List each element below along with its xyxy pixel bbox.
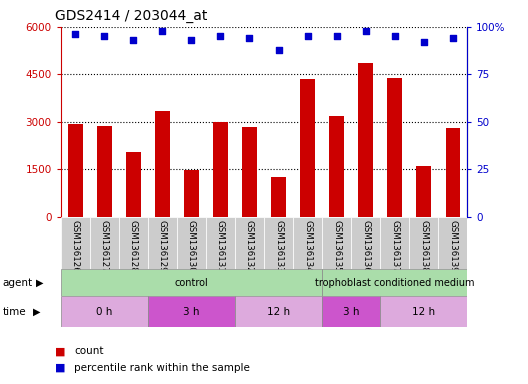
Point	[275, 46, 283, 53]
Bar	[438, 217, 467, 269]
Bar	[322, 296, 380, 327]
Bar	[351, 217, 380, 269]
Bar	[90, 217, 119, 269]
Bar	[300, 79, 315, 217]
Point	[303, 33, 312, 40]
Bar	[388, 78, 402, 217]
Text: GDS2414 / 203044_at: GDS2414 / 203044_at	[55, 9, 208, 23]
Text: trophoblast conditioned medium: trophoblast conditioned medium	[315, 278, 475, 288]
Text: GSM136130: GSM136130	[187, 220, 196, 272]
Bar	[242, 127, 257, 217]
Bar	[380, 217, 409, 269]
Bar	[206, 217, 235, 269]
Text: ▶: ▶	[33, 307, 40, 317]
Text: agent: agent	[3, 278, 33, 288]
Point	[100, 33, 109, 40]
Point	[391, 33, 399, 40]
Point	[129, 37, 138, 43]
Text: ▶: ▶	[36, 278, 43, 288]
Text: GSM136136: GSM136136	[361, 220, 370, 272]
Bar	[409, 217, 438, 269]
Point	[420, 39, 428, 45]
Bar	[148, 217, 177, 269]
Bar	[61, 217, 90, 269]
Point	[187, 37, 196, 43]
Bar	[293, 217, 322, 269]
Text: 12 h: 12 h	[267, 307, 290, 317]
Text: GSM136135: GSM136135	[332, 220, 341, 272]
Text: GSM136137: GSM136137	[390, 220, 399, 272]
Bar	[126, 152, 140, 217]
Bar	[380, 296, 467, 327]
Bar	[235, 296, 322, 327]
Bar	[184, 170, 199, 217]
Text: ■: ■	[55, 363, 66, 373]
Bar	[271, 177, 286, 217]
Text: percentile rank within the sample: percentile rank within the sample	[74, 363, 250, 373]
Text: GSM136139: GSM136139	[448, 220, 457, 272]
Bar	[264, 217, 293, 269]
Bar	[119, 217, 148, 269]
Point	[158, 28, 167, 34]
Bar	[329, 116, 344, 217]
Point	[333, 33, 341, 40]
Text: control: control	[175, 278, 208, 288]
Text: GSM136129: GSM136129	[158, 220, 167, 272]
Bar	[148, 296, 235, 327]
Text: ■: ■	[55, 346, 66, 356]
Bar	[61, 296, 148, 327]
Bar	[322, 269, 467, 296]
Point	[216, 33, 225, 40]
Point	[361, 28, 370, 34]
Text: GSM136131: GSM136131	[216, 220, 225, 272]
Text: GSM136126: GSM136126	[71, 220, 80, 272]
Bar	[322, 217, 351, 269]
Text: time: time	[3, 307, 26, 317]
Text: count: count	[74, 346, 103, 356]
Text: 0 h: 0 h	[96, 307, 112, 317]
Bar	[68, 124, 82, 217]
Text: GSM136138: GSM136138	[419, 220, 428, 272]
Bar	[177, 217, 206, 269]
Bar	[155, 111, 169, 217]
Bar	[235, 217, 264, 269]
Text: 3 h: 3 h	[183, 307, 200, 317]
Bar	[446, 128, 460, 217]
Text: GSM136133: GSM136133	[274, 220, 283, 272]
Point	[71, 31, 80, 38]
Bar	[417, 166, 431, 217]
Bar	[213, 122, 228, 217]
Point	[449, 35, 457, 41]
Bar	[61, 269, 322, 296]
Bar	[359, 63, 373, 217]
Text: 12 h: 12 h	[412, 307, 435, 317]
Bar	[97, 126, 111, 217]
Point	[245, 35, 254, 41]
Text: GSM136128: GSM136128	[129, 220, 138, 272]
Text: GSM136132: GSM136132	[245, 220, 254, 272]
Text: GSM136134: GSM136134	[303, 220, 312, 272]
Text: GSM136127: GSM136127	[100, 220, 109, 272]
Text: 3 h: 3 h	[343, 307, 360, 317]
